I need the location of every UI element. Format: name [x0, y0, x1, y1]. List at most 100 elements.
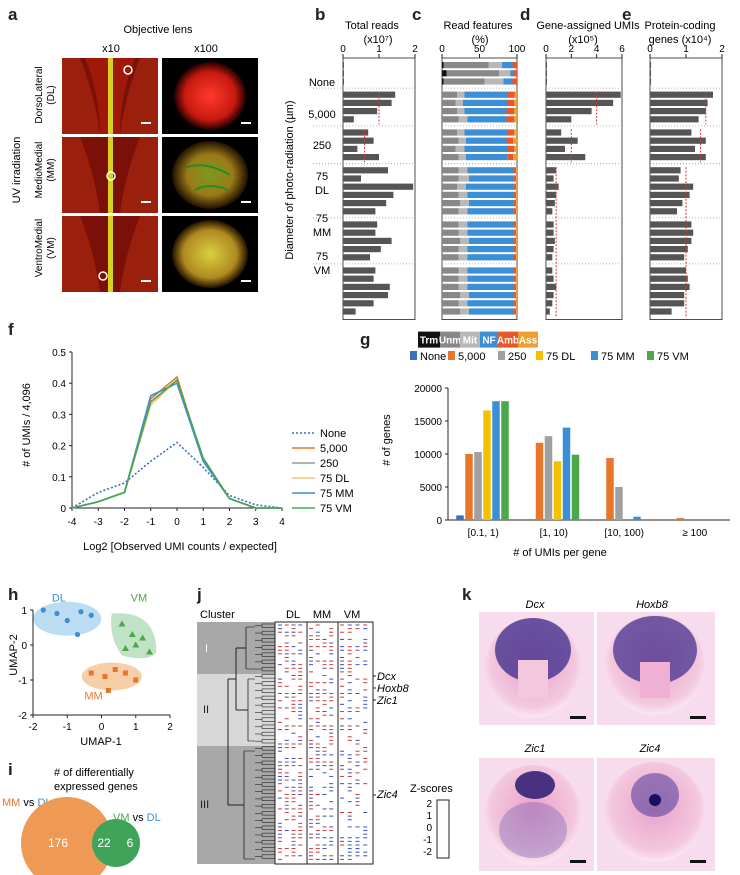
panel-letter-d: d [520, 5, 530, 24]
bar-segment-Amb [506, 116, 514, 123]
group-label-75vm: 75 [316, 251, 328, 263]
legend-label-Ass: Ass [519, 336, 538, 347]
bar-segment-Ass [514, 145, 517, 152]
panel-d-tick-label: 6 [619, 44, 625, 55]
panel-letter-j: j [196, 585, 202, 604]
bar-segment-Unm [442, 175, 459, 182]
heatmap-cells [278, 624, 368, 860]
bar-segment-NF [469, 200, 514, 207]
bar-segment-Unm [442, 246, 459, 253]
bar-segment-Ass [514, 116, 517, 123]
bar-e [650, 62, 652, 69]
bar-segment-NF [469, 237, 514, 244]
bar-segment-Amb [508, 129, 514, 136]
bar-segment-Unm [442, 200, 460, 207]
bar-charts-bcde: 0 1 2 0 50 100 0 2 4 6 0 1 2 [313, 44, 725, 321]
panel-g-xlabel: # of UMIs per gene [513, 547, 607, 559]
legend-label-75 VM: 75 VM [657, 351, 689, 363]
panel-f-xtick-label: -1 [146, 517, 155, 528]
panel-i: # of differentially expressed genes MM v… [2, 767, 161, 875]
panel-b-tick-label: 2 [412, 44, 418, 55]
bar-d [546, 167, 557, 174]
legend-label-75 MM: 75 MM [320, 488, 354, 500]
point-DL [64, 617, 70, 624]
bar-segment-Unm [442, 275, 459, 282]
point-VM [121, 645, 129, 651]
row-label-mm: MedioMedial [34, 142, 45, 199]
bar-segment-Mit [458, 229, 468, 236]
bar-e [650, 267, 686, 274]
panel-letter-i: i [8, 760, 13, 779]
bar-segment-Mit [458, 154, 466, 161]
bar-e [650, 108, 706, 115]
bar-e [650, 175, 679, 182]
bar-d [546, 275, 554, 282]
bar-segment-NF [469, 308, 514, 315]
panel-g-xtick-label: [1, 10) [540, 528, 568, 539]
bar-segment-Mit [484, 78, 504, 85]
panel-g-ylabel: # of genes [381, 414, 393, 466]
bar-b [343, 154, 379, 161]
bar-segment-Trm [442, 70, 447, 77]
bar-e [650, 70, 652, 77]
line-series-75 MM [71, 382, 282, 509]
group-label-75dl: 75 [316, 171, 328, 183]
venn-mm-vs-dl [21, 797, 113, 875]
bar-segment-Mit [499, 70, 511, 77]
bar-b [343, 108, 378, 115]
micrograph-x100-vm [162, 216, 258, 292]
bar-segment-Mit [458, 191, 468, 198]
zscore-tick-2: 2 [426, 799, 432, 810]
bar-segment-Amb [514, 283, 517, 290]
bar-e [650, 91, 713, 98]
bar-segment-Unm [442, 145, 456, 152]
gene-label-dcx: Dcx [377, 671, 396, 683]
legend-swatch-75 VM [647, 351, 654, 360]
bar-e [650, 246, 688, 253]
bar-e [650, 254, 685, 261]
bar-75 DL [483, 410, 491, 520]
bar-segment-Mit [488, 62, 502, 69]
bar-segment-Unm [442, 308, 460, 315]
point-VM [118, 620, 126, 627]
bar-segment-Amb [514, 292, 517, 299]
panel-f-ytick-label: 0 [60, 504, 66, 515]
bar-segment-Mit [458, 246, 468, 253]
bar-segment-Ass [516, 208, 517, 215]
bar-d [546, 62, 547, 69]
bar-e [650, 137, 706, 144]
objective-lens-title: Objective lens [123, 24, 193, 36]
panel-c-title-2: (%) [471, 34, 488, 46]
panel-letter-k: k [462, 585, 472, 604]
panel-h-xtick-label: -2 [29, 722, 38, 733]
panel-h-ylabel: UMAP-2 [8, 634, 20, 676]
bar-segment-Mit [458, 275, 468, 282]
heatmap-frame [274, 621, 374, 865]
bar-segment-Ass [516, 246, 517, 253]
ish-image-hoxb8 [597, 612, 715, 725]
bar-segment-Ass [514, 99, 517, 106]
bar-d [546, 200, 555, 207]
bar-d [546, 108, 592, 115]
bar-segment-Amb [508, 99, 514, 106]
bar-d [546, 237, 555, 244]
bar-segment-Amb [514, 191, 517, 198]
panel-f-xtick-label: -4 [68, 517, 77, 528]
panel-f-xtick-label: 4 [279, 517, 285, 528]
panel-d-tick-label: 2 [569, 44, 575, 55]
panel-g-ytick-label: 5000 [420, 483, 443, 494]
bar-segment-Unm [442, 167, 459, 174]
bar-segment-Unm [443, 62, 489, 69]
bar-e [650, 300, 685, 307]
bar-d [546, 208, 553, 215]
bar-segment-Ass [516, 292, 517, 299]
bar-segment-NF [467, 275, 514, 282]
panel-e-tick-label: 2 [719, 44, 725, 55]
bar-segment-NF [503, 78, 513, 85]
venn-count-6: 6 [127, 836, 134, 850]
panel-e-tick-label: 1 [683, 44, 689, 55]
bar-d [546, 129, 562, 136]
bar-b [343, 221, 378, 228]
bar-segment-Amb [514, 275, 517, 282]
